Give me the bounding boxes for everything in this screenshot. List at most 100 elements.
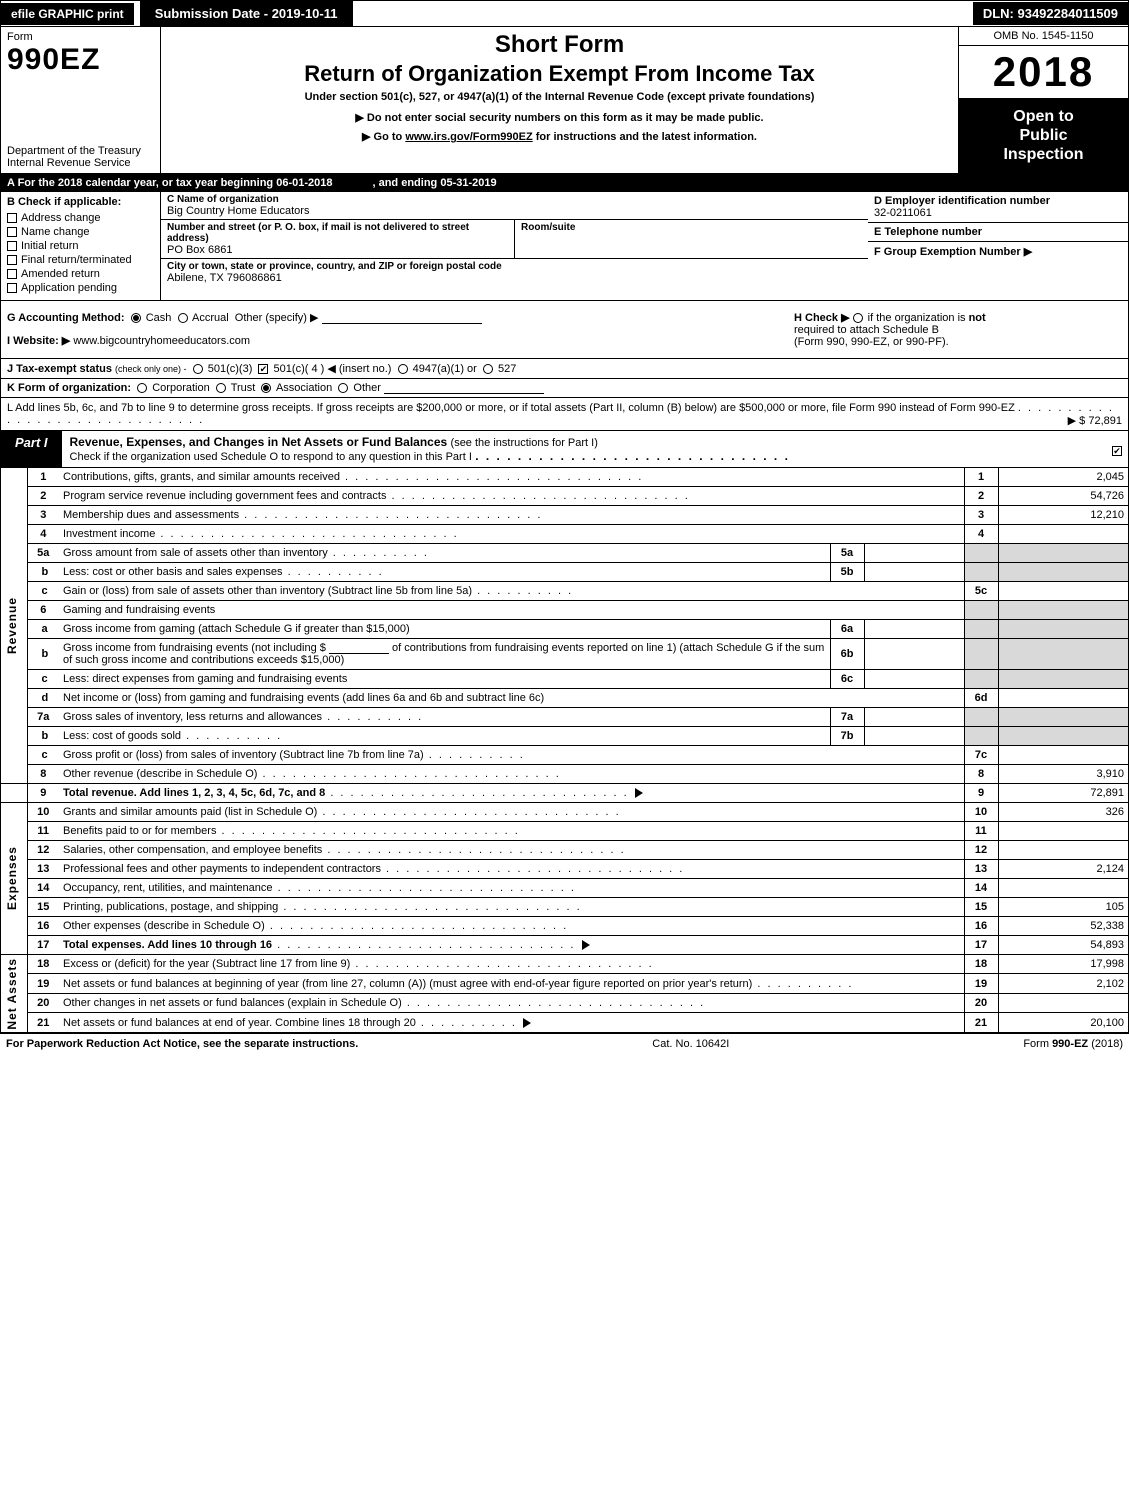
ml: 7a [830,707,864,726]
cb-initial-return[interactable]: Initial return [7,240,154,252]
mv [864,726,964,745]
return-title: Return of Organization Exempt From Incom… [304,61,815,87]
sec-a-begin: 06-01-2018 [276,177,332,189]
title-left: Form 990EZ Department of the Treasury In… [1,27,161,173]
ln: b [27,562,59,581]
rn: 17 [964,935,998,954]
part-i-checkbox[interactable] [1112,446,1122,456]
line-5b: b Less: cost or other basis and sales ex… [1,562,1128,581]
ld: Program service revenue including govern… [59,486,964,505]
k-other-input[interactable] [384,382,544,394]
goto-link[interactable]: www.irs.gov/Form990EZ [405,131,532,143]
cb-name-change[interactable]: Name change [7,226,154,238]
tax-year: 2018 [959,46,1128,99]
line-item-table: Revenue 1 Contributions, gifts, grants, … [1,468,1128,1034]
radio-trust[interactable] [216,383,226,393]
line-14: 14 Occupancy, rent, utilities, and maint… [1,878,1128,897]
j-label: J Tax-exempt status [7,363,112,375]
ld: Membership dues and assessments [59,505,964,524]
h-checkbox[interactable] [853,313,863,323]
g-label: G Accounting Method: [7,312,125,324]
ld: Occupancy, rent, utilities, and maintena… [59,878,964,897]
dots [322,844,625,856]
rn: 6d [964,688,998,707]
radio-other-org[interactable] [338,383,348,393]
c-city-value: Abilene, TX 796086861 [167,272,862,284]
j-a: 501(c)(3) [208,363,253,375]
radio-527[interactable] [483,364,493,374]
rv [998,878,1128,897]
ld-text: Net assets or fund balances at end of ye… [63,1017,416,1029]
radio-accrual[interactable] [178,313,188,323]
cb-label: Address change [21,212,101,224]
ld-text: Membership dues and assessments [63,509,239,521]
k-b: Trust [231,382,256,394]
expenses-side-tab: Expenses [1,802,27,954]
submission-date-button[interactable]: Submission Date - 2019-10-11 [140,1,353,26]
cb-amended-return[interactable]: Amended return [7,268,154,280]
dots [283,566,384,578]
col-def: D Employer identification number 32-0211… [868,192,1128,300]
dots [472,585,573,597]
ln: 9 [27,783,59,802]
ld-text: Total revenue. Add lines 1, 2, 3, 4, 5c,… [63,787,325,799]
radio-assoc[interactable] [261,383,271,393]
ml: 6c [830,669,864,688]
rv: 12,210 [998,505,1128,524]
rv: 72,891 [998,783,1128,802]
dots [278,901,581,913]
footer-right-pre: Form [1023,1038,1052,1050]
h-not: not [969,312,986,324]
mv [864,619,964,638]
checkbox-icon [7,227,17,237]
rn: 12 [964,840,998,859]
g-accrual: Accrual [192,312,229,324]
ld-text: Contributions, gifts, grants, and simila… [63,471,340,483]
ln: b [27,726,59,745]
netassets-label: Net Assets [5,958,19,1030]
gh-right: H Check ▶ if the organization is not req… [788,301,1128,358]
g-other-input[interactable] [322,312,482,324]
ld-text: Salaries, other compensation, and employ… [63,844,322,856]
l6b-blank[interactable] [329,642,389,654]
dots [273,882,576,894]
goto-line: ▶ Go to www.irs.gov/Form990EZ for instru… [362,130,757,143]
topbar-left: efile GRAPHIC print Submission Date - 20… [1,1,353,26]
ld-text: Less: direct expenses from gaming and fu… [63,673,347,685]
ld: Professional fees and other payments to … [59,859,964,878]
cb-label: Amended return [21,268,100,280]
radio-corp[interactable] [137,383,147,393]
line-6a: a Gross income from gaming (attach Sched… [1,619,1128,638]
rv-shade [998,619,1128,638]
rn: 21 [964,1013,998,1033]
line-6: 6 Gaming and fundraising events [1,600,1128,619]
part-i-paren: (see the instructions for Part I) [451,437,598,449]
i-value[interactable]: www.bigcountryhomeeducators.com [73,335,250,347]
cb-final-return[interactable]: Final return/terminated [7,254,154,266]
line-20: 20 Other changes in net assets or fund b… [1,993,1128,1013]
check-501c4[interactable] [258,364,268,374]
ml: 5b [830,562,864,581]
ml: 5a [830,543,864,562]
radio-4947[interactable] [398,364,408,374]
rn: 1 [964,468,998,487]
k-a: Corporation [152,382,209,394]
cb-application-pending[interactable]: Application pending [7,282,154,294]
cb-address-change[interactable]: Address change [7,212,154,224]
line-16: 16 Other expenses (describe in Schedule … [1,916,1128,935]
line-4: 4 Investment income 4 [1,524,1128,543]
radio-501c3[interactable] [193,364,203,374]
checkbox-icon [7,255,17,265]
dots [272,939,575,951]
cb-label: Application pending [21,282,117,294]
ln: 8 [27,764,59,783]
h-text4: (Form 990, 990-EZ, or 990-PF). [794,336,949,348]
rv [998,993,1128,1013]
efile-print-button[interactable]: efile GRAPHIC print [1,3,134,25]
d-value: 32-0211061 [874,207,1122,219]
radio-cash[interactable] [131,313,141,323]
f-label: F Group Exemption Number ▶ [874,246,1032,258]
dept-line2: Internal Revenue Service [7,157,131,169]
c-name-value: Big Country Home Educators [167,205,862,217]
rn-shade [964,600,998,619]
